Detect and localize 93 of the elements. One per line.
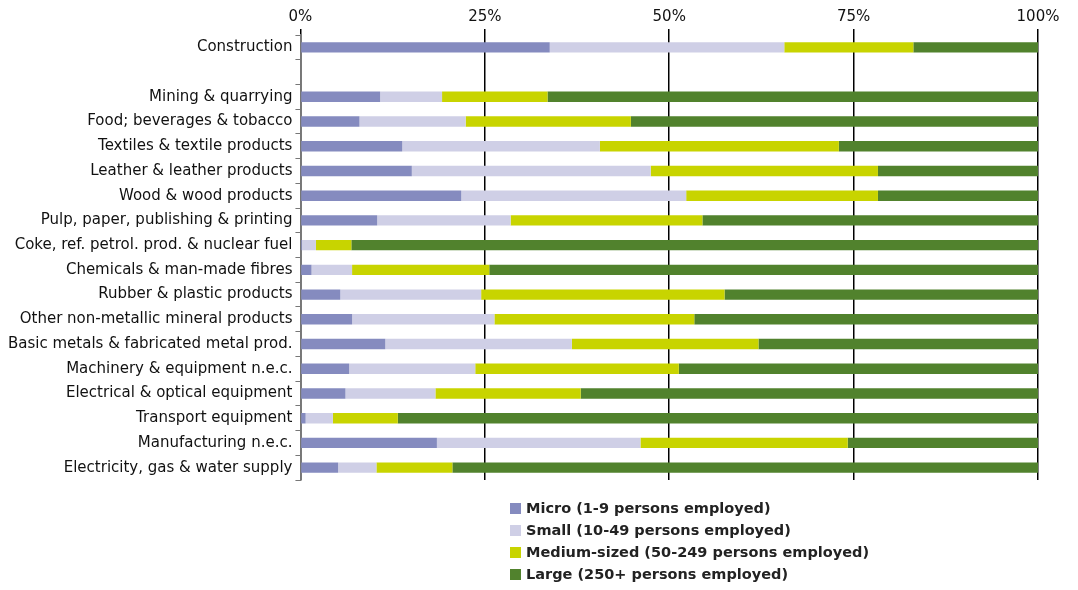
bar <box>686 190 878 201</box>
y-tick-label: Food; beverages & tobacco <box>87 111 293 130</box>
bar <box>435 388 581 399</box>
bar <box>359 116 466 127</box>
legend-label: Large (250+ persons employed) <box>526 566 789 582</box>
bar <box>784 42 914 53</box>
x-tick-label: 50% <box>652 6 686 25</box>
bar <box>301 264 312 276</box>
bar <box>650 165 878 177</box>
bar <box>332 413 398 424</box>
bar <box>301 363 350 374</box>
bar <box>913 42 1038 53</box>
bar <box>494 314 695 325</box>
legend-label: Small (10-49 persons employed) <box>526 522 791 538</box>
bar <box>301 141 403 152</box>
bar <box>301 413 306 424</box>
bar <box>380 91 443 102</box>
bar <box>461 190 687 201</box>
bar <box>549 42 785 53</box>
y-tick-label: Coke, ref. petrol. prod. & nuclear fuel <box>14 235 293 254</box>
y-tick-label: Other non-metallic mineral products <box>19 309 293 328</box>
bar <box>301 462 339 473</box>
y-tick-label: Rubber & plastic products <box>98 284 293 303</box>
bar <box>758 338 1038 350</box>
bar <box>402 141 600 152</box>
bar <box>305 413 333 424</box>
bar <box>489 264 1038 276</box>
bar <box>315 239 352 251</box>
bar <box>301 190 462 201</box>
legend-label: Medium-sized (50-249 persons employed) <box>526 544 870 560</box>
y-tick-label: Electrical & optical equipment <box>65 383 293 402</box>
x-tick-label: 75% <box>836 6 871 25</box>
bar <box>301 42 550 53</box>
legend-label: Micro (1-9 persons employed) <box>526 500 771 516</box>
y-tick-label: Basic metals & fabricated metal prod. <box>8 333 293 352</box>
bar <box>436 437 641 449</box>
bar <box>376 462 453 473</box>
y-tick-label: Chemicals & man-made fibres <box>65 259 293 278</box>
bar <box>301 338 386 350</box>
bar <box>481 289 725 300</box>
bar <box>694 314 1038 325</box>
bar <box>510 215 703 226</box>
bar <box>442 91 548 102</box>
y-tick-label: Pulp, paper, publishing & printing <box>40 210 293 229</box>
bar <box>877 190 1038 201</box>
bar <box>640 437 848 449</box>
bar <box>475 363 679 374</box>
y-tick-label: Electricity, gas & water supply <box>63 457 293 476</box>
bar <box>571 338 759 350</box>
bar <box>397 413 1038 424</box>
bar <box>301 437 437 449</box>
bar <box>311 264 353 276</box>
bar <box>352 314 495 325</box>
bar <box>678 363 1038 374</box>
bar <box>452 462 1038 473</box>
bar <box>580 388 1038 399</box>
y-tick-label: Construction <box>196 37 293 56</box>
x-tick-label: 25% <box>468 6 502 25</box>
bar <box>877 165 1038 177</box>
y-tick-label: Machinery & equipment n.e.c. <box>66 358 293 377</box>
bar <box>301 388 346 399</box>
bar <box>351 239 1038 251</box>
y-tick-label: Manufacturing n.e.c. <box>137 432 293 451</box>
y-tick-label: Wood & wood products <box>118 185 293 204</box>
bar <box>838 141 1038 152</box>
x-tick-label: 0% <box>288 6 313 25</box>
bar <box>301 289 341 300</box>
bar <box>340 289 482 300</box>
bar <box>301 91 381 102</box>
bar <box>377 215 511 226</box>
y-tick-label: Mining & quarrying <box>149 86 293 105</box>
bar <box>385 338 572 350</box>
bar <box>847 437 1038 449</box>
bar <box>345 388 436 399</box>
bar <box>301 239 316 251</box>
bar <box>547 91 1038 102</box>
bar <box>301 314 353 325</box>
bar <box>301 165 412 177</box>
bar <box>301 116 360 127</box>
x-tick-label: 100% <box>1016 6 1060 25</box>
bar <box>630 116 1038 127</box>
bar <box>724 289 1038 300</box>
bar <box>352 264 490 276</box>
bar <box>349 363 476 374</box>
y-tick-label: Textiles & textile products <box>97 136 293 155</box>
bar <box>338 462 377 473</box>
y-tick-label: Leather & leather products <box>90 160 293 179</box>
bar <box>702 215 1038 226</box>
bar <box>411 165 651 177</box>
y-tick-label: Transport equipment <box>135 408 293 427</box>
bar <box>599 141 839 152</box>
bar <box>465 116 631 127</box>
bar <box>301 215 378 226</box>
